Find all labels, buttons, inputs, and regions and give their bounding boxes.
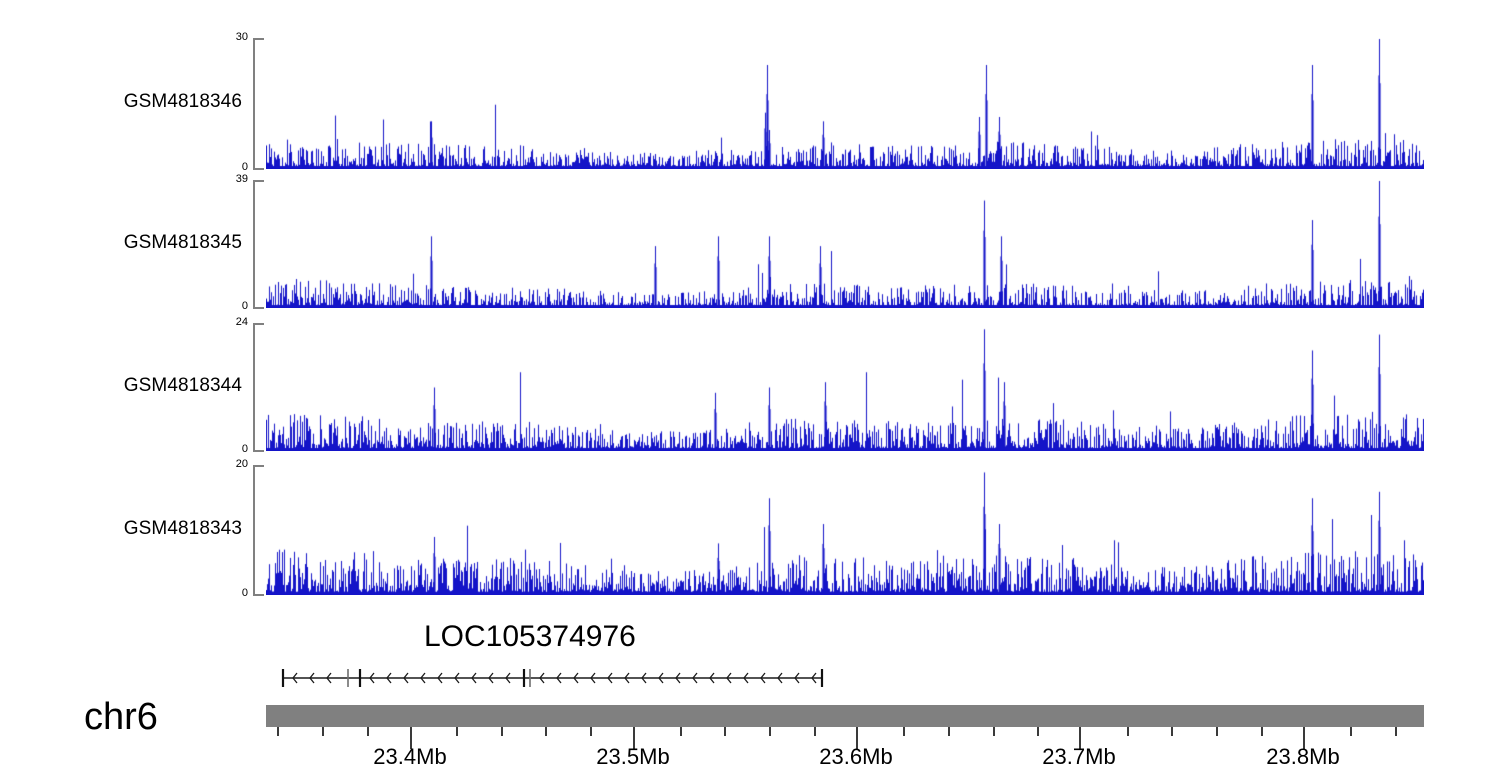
ruler-minor-tick (903, 727, 905, 736)
track-label: GSM4818344 (123, 374, 242, 396)
axis-tick-top (253, 323, 264, 325)
ruler-minor-tick (769, 727, 771, 736)
ruler-minor-tick (1216, 727, 1218, 736)
axis-tick-top (253, 180, 264, 182)
axis-tick-bottom (253, 168, 264, 170)
signal-plot[interactable] (266, 323, 1424, 451)
axis-line (253, 38, 255, 169)
ruler-minor-tick (277, 727, 279, 736)
axis-max-label: 30 (235, 31, 248, 43)
axis-line (253, 180, 255, 308)
ruler-tick-label: 23.4Mb (373, 744, 447, 769)
ruler-minor-tick (1350, 727, 1352, 736)
ruler-tick-label: 23.6Mb (819, 744, 893, 769)
signal-plot[interactable] (266, 180, 1424, 308)
ruler-minor-tick (590, 727, 592, 736)
gene-model[interactable] (0, 666, 1500, 695)
ruler-major-tick (633, 727, 635, 749)
axis-tick-bottom (253, 307, 264, 309)
ruler-minor-tick (948, 727, 950, 736)
ruler-minor-tick (545, 727, 547, 736)
ruler-major-tick (1303, 727, 1305, 749)
signal-plot[interactable] (266, 38, 1424, 169)
ruler-minor-tick (367, 727, 369, 736)
axis-tick-top (253, 465, 264, 467)
axis-max-label: 39 (235, 173, 248, 185)
axis-max-label: 20 (235, 458, 248, 470)
axis-min-label: 0 (241, 587, 248, 599)
ruler-minor-tick (456, 727, 458, 736)
ruler-tick-label: 23.7Mb (1042, 744, 1116, 769)
axis-min-label: 0 (241, 443, 248, 455)
ruler-minor-tick (1395, 727, 1397, 736)
chromosome-label: chr6 (84, 696, 158, 738)
ruler-minor-tick (322, 727, 324, 736)
ruler-major-tick (856, 727, 858, 749)
axis-min-label: 0 (241, 161, 248, 173)
ruler-minor-tick (680, 727, 682, 736)
ruler-tick-label: 23.5Mb (596, 744, 670, 769)
ruler-minor-tick (501, 727, 503, 736)
ruler-minor-tick (1261, 727, 1263, 736)
signal-plot[interactable] (266, 465, 1424, 595)
ruler-minor-tick (1171, 727, 1173, 736)
axis-line (253, 465, 255, 595)
axis-tick-bottom (253, 594, 264, 596)
track-label: GSM4818343 (123, 517, 242, 539)
ruler-major-tick (1079, 727, 1081, 749)
ruler-minor-tick (1127, 727, 1129, 736)
ruler-minor-tick (724, 727, 726, 736)
ruler-minor-tick (814, 727, 816, 736)
track-label: GSM4818345 (123, 231, 242, 253)
ruler-tick-label: 23.8Mb (1266, 744, 1340, 769)
track-label: GSM4818346 (123, 91, 242, 112)
ruler-minor-tick (993, 727, 995, 736)
axis-max-label: 24 (235, 316, 248, 328)
ruler-major-tick (410, 727, 412, 749)
chromosome-bar[interactable] (266, 705, 1424, 727)
axis-line (253, 323, 255, 451)
axis-tick-top (253, 38, 264, 40)
axis-min-label: 0 (241, 300, 248, 312)
ruler-minor-tick (1037, 727, 1039, 736)
gene-label[interactable]: LOC105374976 (424, 620, 636, 653)
axis-tick-bottom (253, 450, 264, 452)
